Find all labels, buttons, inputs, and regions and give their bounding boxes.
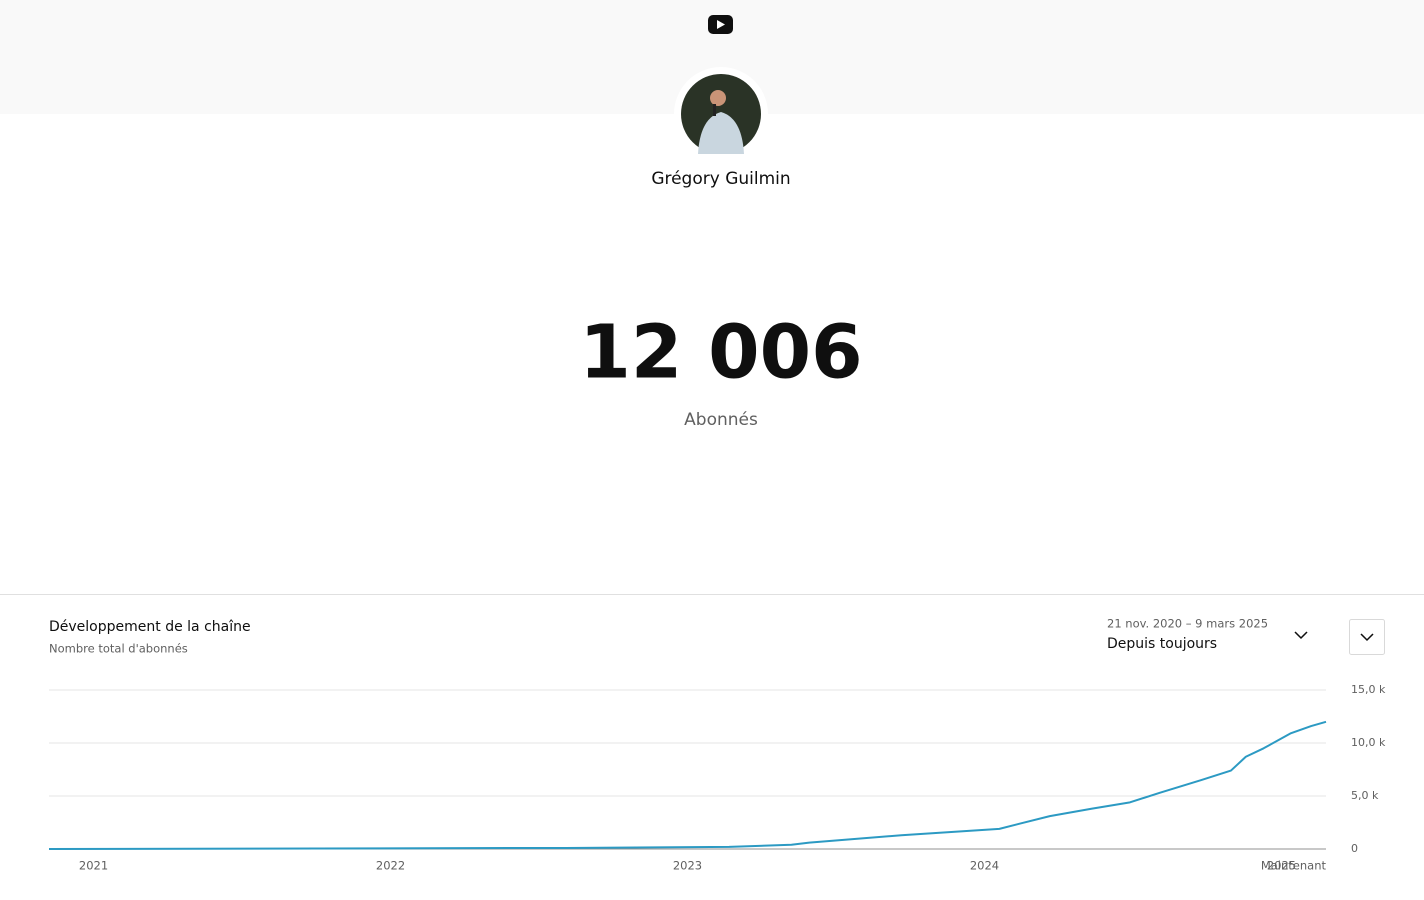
x-tick-label: 2023	[673, 859, 702, 873]
dropdown-arrow	[1294, 631, 1308, 640]
chart-subtitle: Nombre total d'abonnés	[49, 642, 188, 656]
subscriber-label: Abonnés	[684, 410, 758, 430]
expand-button[interactable]	[1349, 619, 1385, 655]
youtube-logo	[708, 15, 733, 34]
x-tick-label: 2022	[376, 859, 405, 873]
x-tick-label: 2025	[1267, 859, 1296, 873]
chart-title: Développement de la chaîne	[49, 619, 251, 635]
period-range: 21 nov. 2020 – 9 mars 2025	[1107, 617, 1268, 631]
y-tick-label: 0	[1351, 842, 1358, 855]
y-tick-label: 15,0 k	[1351, 683, 1386, 696]
line	[48, 720, 1327, 850]
subscriber-count: 12 006	[579, 310, 862, 396]
x-tick-label: 2021	[79, 859, 108, 873]
avatar	[674, 67, 768, 161]
y-tick-label: 5,0 k	[1351, 789, 1379, 802]
y-tick-label: 10,0 k	[1351, 736, 1386, 749]
x-tick-label: Maintenant	[1261, 859, 1327, 873]
chart: 0 5,0 k 10,0 k 15,0 k 2021 2022 2023 2024 2025Ma…	[48, 683, 1386, 873]
x-tick-label: 2024	[970, 859, 999, 873]
period-dropdown[interactable]: 21 nov. 2020 – 9 mars 2025 Depuis toujou…	[1107, 617, 1308, 653]
period-selection: Depuis toujours	[1107, 636, 1217, 652]
channel-name: Grégory Guilmin	[651, 169, 790, 189]
